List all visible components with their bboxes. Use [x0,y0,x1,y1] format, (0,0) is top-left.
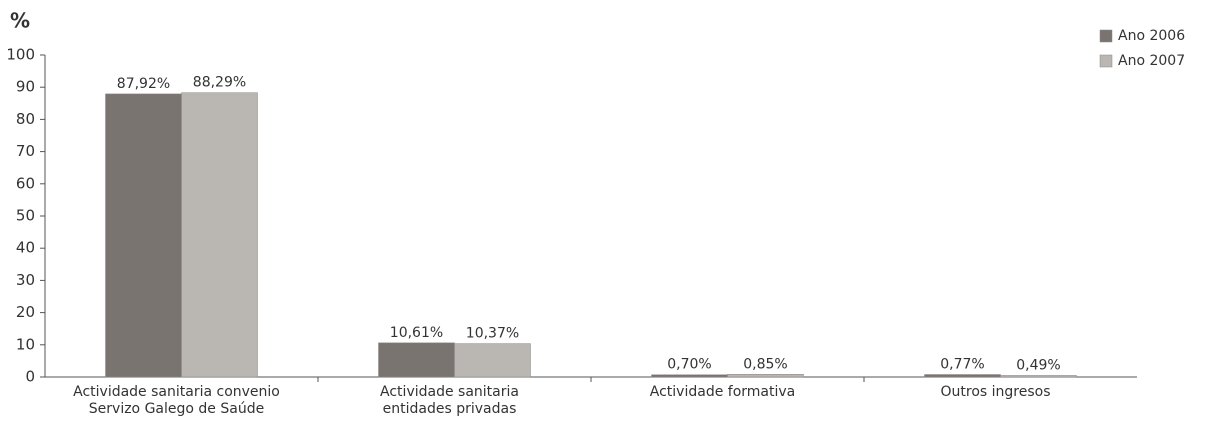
y-tick-label: 40 [16,239,35,257]
y-tick-label: 60 [16,174,35,192]
y-tick-label: 30 [16,271,35,289]
x-tick-label: Actividade sanitaria [380,384,519,400]
value-label: 0,70% [667,357,711,373]
x-tick-label: entidades privadas [383,401,517,417]
bar [378,342,455,378]
value-label: 0,49% [1016,357,1060,373]
legend-swatch [1099,29,1113,43]
value-label: 10,61% [390,325,443,341]
x-tick-label: Outros ingresos [940,384,1050,400]
value-label: 0,77% [940,357,984,373]
value-label: 0,85% [743,356,787,372]
legend-swatch [1099,54,1113,68]
y-tick-label: 0 [25,368,35,386]
y-tick-label: 80 [16,110,35,128]
x-tick-label: Servizo Galego de Saúde [89,401,264,417]
x-tick-label: Actividade sanitaria convenio [73,384,280,400]
bar [727,374,804,378]
bar [454,343,531,378]
y-axis-label: % [10,9,30,33]
bar [181,92,258,378]
bar [924,374,1001,378]
y-tick-label: 70 [16,142,35,160]
y-tick-label: 50 [16,207,35,225]
value-label: 10,37% [466,326,519,342]
legend-label: Ano 2007 [1118,53,1185,69]
value-label: 87,92% [117,76,170,92]
x-tick-label: Actividade formativa [650,384,795,400]
legend-label: Ano 2006 [1118,28,1185,44]
y-tick-label: 10 [16,335,35,353]
bar [1000,375,1077,378]
bar [105,93,182,378]
y-tick-label: 100 [6,46,35,64]
y-tick-label: 20 [16,303,35,321]
bar [651,374,728,378]
y-tick-label: 90 [16,78,35,96]
value-label: 88,29% [193,75,246,91]
